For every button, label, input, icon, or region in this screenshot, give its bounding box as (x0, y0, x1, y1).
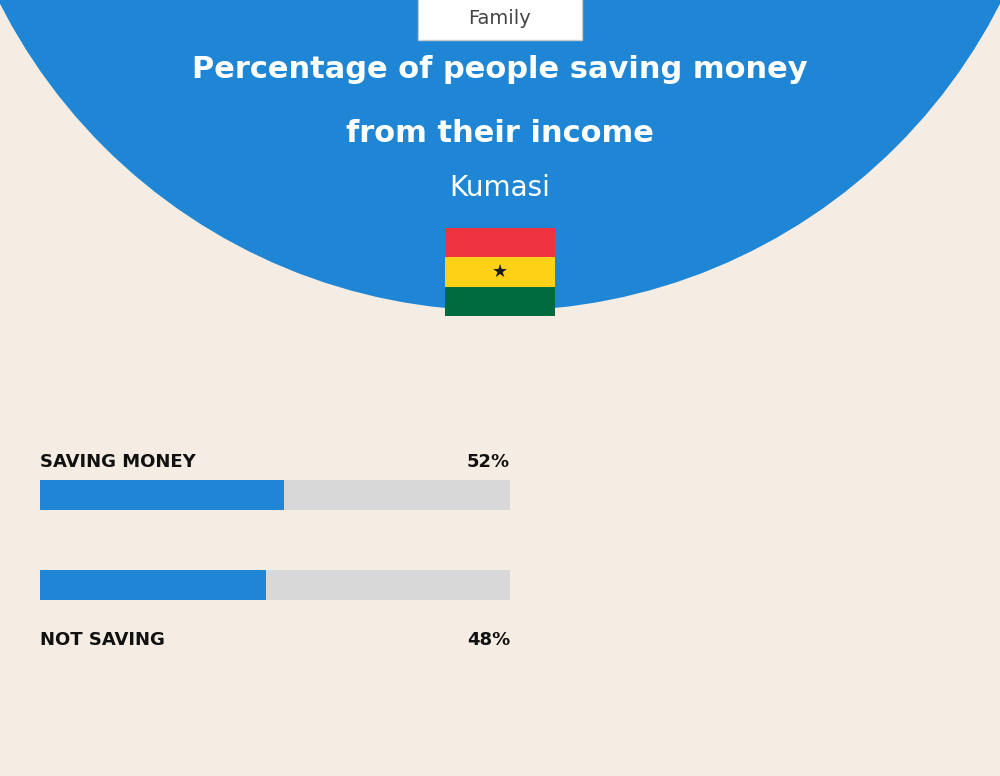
Text: Family: Family (469, 9, 531, 29)
Bar (40, 480, 284, 510)
Text: SAVING MONEY: SAVING MONEY (40, 453, 196, 471)
Bar (40, 570, 266, 600)
Text: 48%: 48% (467, 631, 510, 649)
Text: Kumasi: Kumasi (450, 174, 550, 202)
FancyBboxPatch shape (418, 0, 582, 40)
Circle shape (0, 0, 1000, 310)
Text: ★: ★ (492, 263, 508, 281)
Bar (40, 570, 510, 600)
Bar (40, 480, 510, 510)
Bar (445, 286, 555, 316)
Text: NOT SAVING: NOT SAVING (40, 631, 165, 649)
Text: 52%: 52% (467, 453, 510, 471)
Bar (445, 228, 555, 258)
Bar (445, 258, 555, 286)
Text: from their income: from their income (346, 119, 654, 147)
Text: Percentage of people saving money: Percentage of people saving money (192, 56, 808, 85)
